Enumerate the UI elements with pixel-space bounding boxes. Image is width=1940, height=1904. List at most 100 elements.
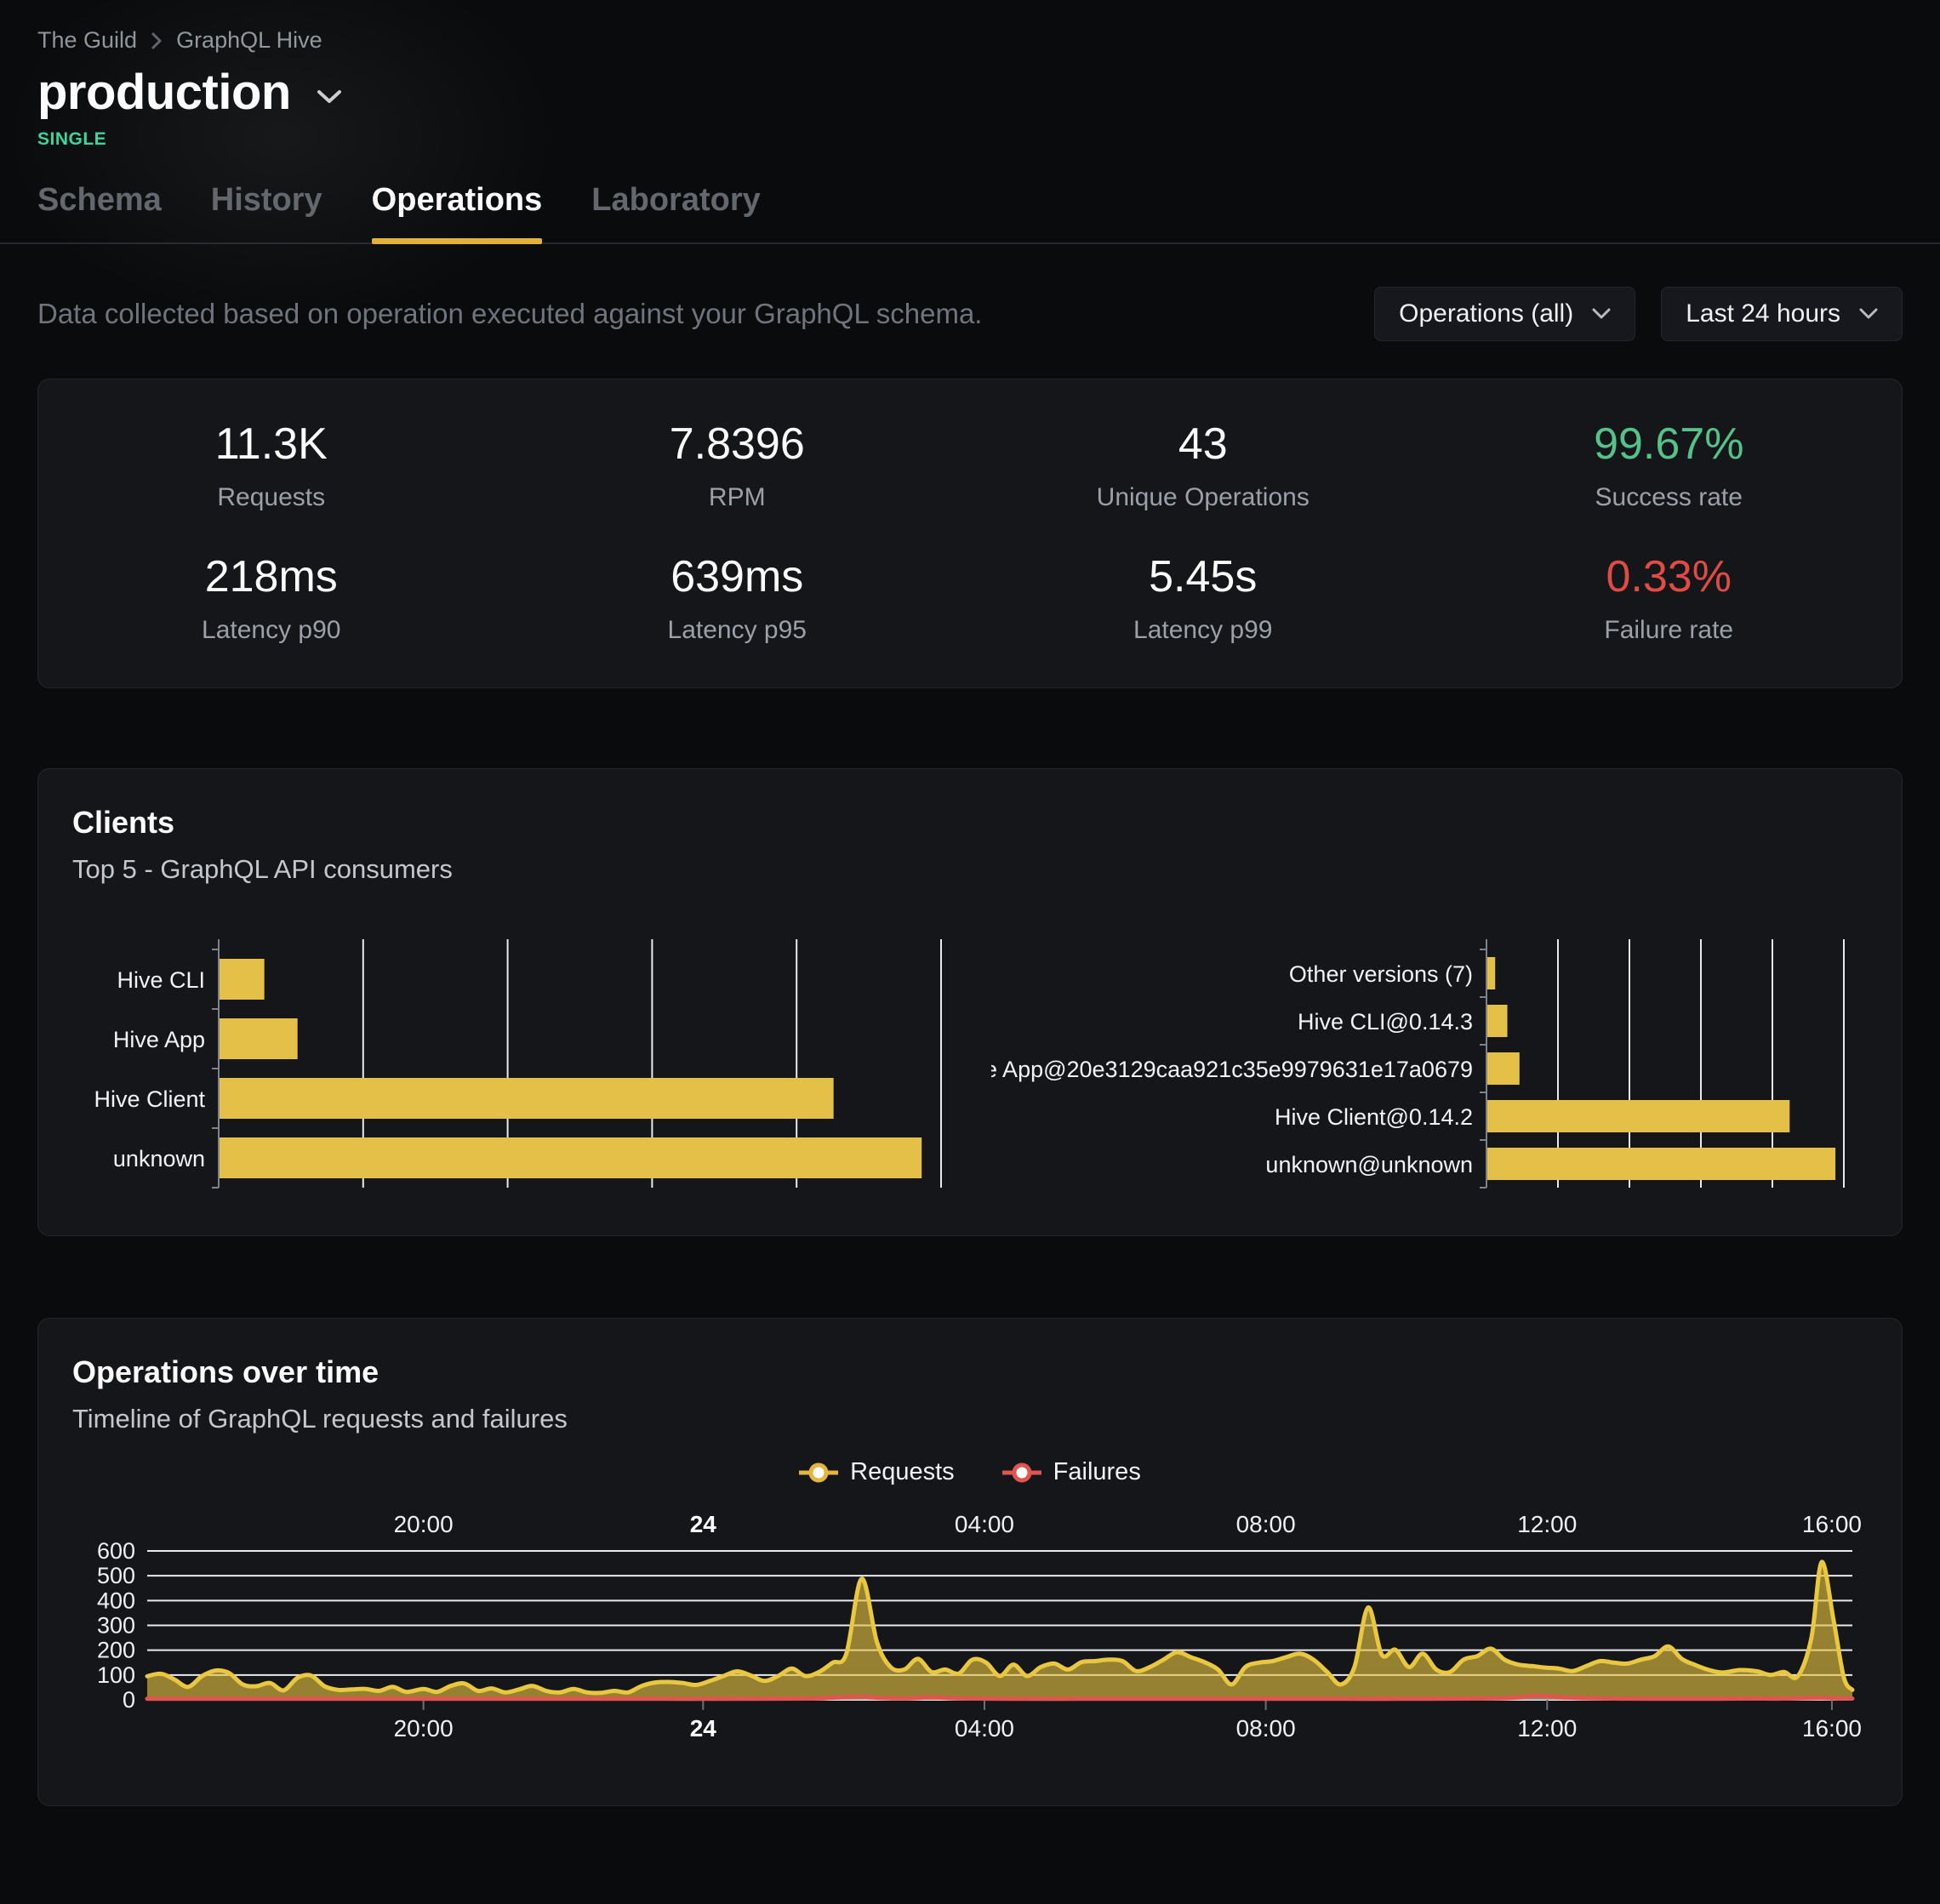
chevron-down-icon [1859, 308, 1878, 320]
clients-card-subtitle: Top 5 - GraphQL API consumers [72, 854, 453, 884]
bar-unknown-unknown [1487, 1148, 1836, 1180]
breadcrumb-org[interactable]: The Guild [37, 27, 138, 53]
time-tick-label: 24 [690, 1511, 717, 1537]
stat-value: 11.3K [214, 419, 328, 469]
period-filter-value: Last 24 hours [1686, 299, 1840, 328]
stat-label: Latency p99 [1133, 616, 1273, 644]
tab-laboratory[interactable]: Laboratory [591, 182, 761, 218]
stat-value: 0.33% [1606, 552, 1732, 601]
stat-failure-rate: 0.33% Failure rate [1436, 551, 1903, 645]
tab-schema[interactable]: Schema [37, 182, 162, 218]
stat-latency-p99: 5.45s Latency p99 [970, 551, 1436, 645]
requests-line [145, 1559, 1855, 1696]
time-tick-label: 08:00 [1236, 1715, 1296, 1742]
stat-value: 43 [1178, 419, 1228, 469]
stat-value: 5.45s [1149, 552, 1258, 601]
category-label: Hive Client@0.14.2 [1275, 1104, 1473, 1130]
y-axis-tick-label: 400 [97, 1588, 135, 1613]
clients-card: Clients Top 5 - GraphQL API consumers Hi… [37, 768, 1903, 1236]
operations-over-time-card: Operations over time Timeline of GraphQL… [37, 1318, 1903, 1806]
time-tick-label: 16:00 [1802, 1715, 1862, 1742]
stat-requests: 11.3K Requests [38, 419, 505, 512]
y-axis-tick-label: 300 [97, 1613, 135, 1639]
stat-label: Requests [217, 483, 326, 511]
stat-unique-operations: 43 Unique Operations [970, 419, 1436, 512]
clients-card-title: Clients [72, 805, 175, 840]
time-tick-label: 04:00 [955, 1511, 1014, 1537]
bar-hive-client-0-14-2 [1487, 1100, 1790, 1132]
stats-summary-card: 11.3K Requests 7.8396 RPM 43 Unique Oper… [37, 379, 1903, 688]
stat-value: 7.8396 [669, 419, 805, 469]
bar-hive-client [220, 1078, 834, 1119]
requests-area [147, 1561, 1852, 1700]
stat-label: Success rate [1595, 483, 1743, 511]
category-label: Hive CLI@0.14.3 [1298, 1009, 1473, 1035]
failures-line [145, 1693, 1855, 1702]
y-axis-tick-label: 100 [97, 1662, 135, 1688]
operations-card-title: Operations over time [72, 1354, 379, 1389]
category-label: Other versions (7) [1289, 961, 1473, 987]
page-title: production [37, 65, 291, 120]
legend-label: Failures [1053, 1458, 1141, 1485]
category-label: Hive CLI [117, 967, 205, 993]
legend-label: Requests [850, 1458, 955, 1485]
stat-label: Latency p95 [667, 616, 807, 644]
stat-rpm: 7.8396 RPM [505, 419, 971, 512]
bar-hive-app [220, 1018, 298, 1059]
time-tick-label: 08:00 [1236, 1511, 1296, 1537]
target-mode-badge: SINGLE [37, 129, 107, 149]
legend-item-failures[interactable]: Failures [1001, 1458, 1141, 1486]
bar-hive-cli [220, 959, 265, 1000]
operations-card-subtitle: Timeline of GraphQL requests and failure… [72, 1404, 568, 1434]
tab-history[interactable]: History [210, 182, 322, 218]
time-tick-label: 20:00 [394, 1715, 454, 1742]
time-tick-label: 04:00 [955, 1715, 1014, 1742]
operations-filter-dropdown[interactable]: Operations (all) [1374, 287, 1636, 341]
page-description: Data collected based on operation execut… [37, 298, 983, 329]
period-filter-dropdown[interactable]: Last 24 hours [1661, 287, 1903, 341]
failures-series-marker-icon [1001, 1462, 1041, 1482]
bar-hive-cli-0-14-3 [1487, 1005, 1508, 1037]
stat-value: 639ms [670, 552, 804, 601]
stat-label: Latency p90 [202, 616, 341, 644]
y-axis-tick-label: 0 [123, 1687, 135, 1713]
tab-operations[interactable]: Operations [371, 182, 542, 244]
time-tick-label: 12:00 [1517, 1715, 1577, 1742]
operations-filter-value: Operations (all) [1399, 299, 1574, 328]
category-label: Hive Client [94, 1086, 205, 1112]
time-tick-label: 12:00 [1517, 1511, 1577, 1537]
bar-unknown [220, 1137, 922, 1178]
stat-label: Unique Operations [1096, 483, 1310, 511]
time-tick-label: 16:00 [1802, 1511, 1862, 1537]
category-label: unknown [113, 1146, 205, 1171]
legend-item-requests[interactable]: Requests [799, 1458, 955, 1486]
stat-value: 99.67% [1594, 419, 1744, 469]
stat-latency-p95: 639ms Latency p95 [505, 551, 971, 645]
y-axis-tick-label: 600 [97, 1538, 135, 1564]
bar-other-versions-7- [1487, 957, 1496, 989]
stat-label: Failure rate [1604, 616, 1734, 644]
tab-bar: Schema History Operations Laboratory [0, 182, 1940, 244]
bar-hive-app-20e3129caa921c35e9979631e17a0679 [1487, 1052, 1520, 1085]
clients-by-version-chart: Other versions (7) Hive CLI@0.14.3 Hive Ap… [991, 939, 1845, 1189]
breadcrumb-project[interactable]: GraphQL Hive [176, 27, 322, 53]
stat-success-rate: 99.67% Success rate [1436, 419, 1903, 512]
chevron-down-icon[interactable] [317, 81, 342, 105]
chart-legend: Requests Failures [72, 1458, 1868, 1486]
stat-value: 218ms [204, 552, 338, 601]
breadcrumb: The Guild GraphQL Hive [37, 0, 1903, 54]
time-tick-label: 20:00 [394, 1511, 454, 1537]
stat-label: RPM [708, 483, 766, 511]
stat-latency-p90: 218ms Latency p90 [38, 551, 505, 645]
category-label: unknown@unknown [1265, 1152, 1473, 1177]
chevron-right-icon [151, 31, 163, 50]
category-label: Hive App [113, 1027, 205, 1052]
requests-series-marker-icon [799, 1462, 839, 1482]
chevron-down-icon [1592, 308, 1611, 320]
category-label: Hive App@20e3129caa921c35e9979631e17a067… [991, 1057, 1473, 1082]
time-tick-label: 24 [690, 1715, 717, 1742]
y-axis-tick-label: 200 [97, 1638, 135, 1663]
y-axis-tick-label: 500 [97, 1563, 135, 1588]
